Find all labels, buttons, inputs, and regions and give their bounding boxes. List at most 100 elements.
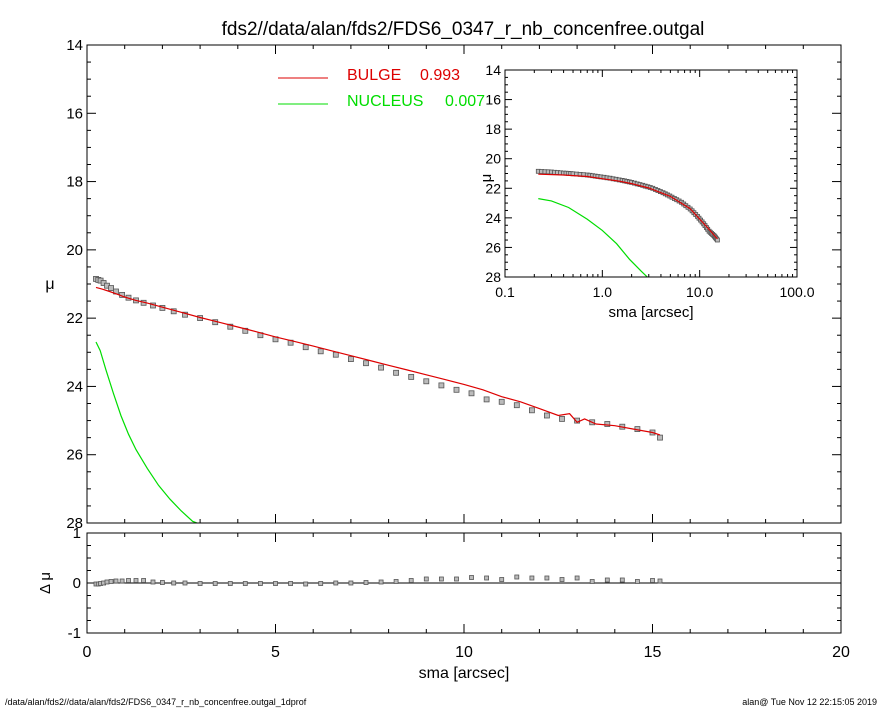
y-tick-label: 20 <box>66 242 83 259</box>
resid-y-tick-label: 0 <box>73 575 81 592</box>
inset-x-axis-label: sma [arcsec] <box>608 304 693 321</box>
resid-y-tick-label: 1 <box>73 525 81 542</box>
profile-marker <box>559 415 565 422</box>
y-tick-label: 24 <box>66 378 83 395</box>
footer-user-timestamp: alan@ Tue Nov 12 22:15:05 2019 <box>742 697 877 707</box>
profile-marker <box>408 373 415 380</box>
residual-marker <box>438 576 444 582</box>
residual-marker <box>635 579 640 584</box>
profile-marker <box>513 402 520 409</box>
residual-marker <box>559 577 565 582</box>
profile-marker <box>604 421 611 427</box>
residual-marker <box>378 579 384 585</box>
resid-y-tick-label: -1 <box>68 625 81 642</box>
inset-y-tick-label: 26 <box>485 239 501 255</box>
profile-marker <box>332 351 339 358</box>
legend-bulge-label: BULGE <box>347 67 401 84</box>
residual-marker <box>318 581 324 586</box>
y-tick-label: 28 <box>66 515 83 532</box>
residual-marker <box>212 581 218 586</box>
inset-y-tick-label: 18 <box>485 121 501 137</box>
profile-marker <box>317 348 324 355</box>
profile-marker <box>438 382 445 389</box>
resid-y-axis-label: Δ μ <box>37 572 54 594</box>
main-plot-frame <box>86 44 842 524</box>
residual-marker <box>197 581 203 586</box>
inset-y-tick-label: 16 <box>485 92 501 108</box>
legend-nucleus-label: NUCLEUS <box>347 93 423 110</box>
residual-plot-frame <box>86 532 842 634</box>
residual-marker <box>133 578 139 583</box>
legend-bulge-value: 0.993 <box>420 67 460 84</box>
inset-plot-frame <box>504 69 798 278</box>
residual-marker <box>119 578 125 584</box>
residual-marker <box>393 579 399 584</box>
profile-marker <box>529 407 535 414</box>
residual-marker <box>273 581 278 586</box>
profile-marker <box>227 323 234 330</box>
residual-marker <box>171 580 177 586</box>
residual-marker <box>113 578 119 584</box>
profile-marker <box>483 396 490 403</box>
residual-marker <box>657 578 663 584</box>
inset-nucleus-line <box>538 198 648 277</box>
x-tick-label: 15 <box>644 644 662 661</box>
y-tick-label: 18 <box>66 174 83 191</box>
inset-y-tick-label: 14 <box>485 62 501 78</box>
residual-marker <box>141 578 147 583</box>
profile-marker <box>347 356 354 363</box>
profile-marker <box>657 434 663 441</box>
profile-marker <box>453 386 460 393</box>
residual-marker <box>529 575 535 581</box>
legend: BULGE 0.993 NUCLEUS 0.007 <box>278 67 485 110</box>
inset-x-tick-label: 100.0 <box>779 284 814 300</box>
residual-marker <box>454 576 459 582</box>
nucleus-line <box>95 341 198 523</box>
inset-bulge-line <box>538 173 718 240</box>
profile-marker <box>544 412 550 419</box>
residual-marker <box>484 575 490 581</box>
y-axis-label: μ <box>45 276 54 293</box>
inset-y-axis-label: μ <box>478 174 495 183</box>
residual-marker <box>182 580 188 586</box>
inset-y-tick-label: 24 <box>485 210 501 226</box>
inset-y-tick-label: 28 <box>485 269 501 285</box>
residual-marker <box>619 577 625 583</box>
inset-y-tick-label: 22 <box>485 180 501 196</box>
profile-marker <box>498 398 505 405</box>
inset-x-tick-label: 10.0 <box>686 284 713 300</box>
inset-log-profile-panel: 14 16 18 20 22 24 26 280.1 1.0 10.0 100.0 sma [arcs… <box>478 62 815 321</box>
residual-marker <box>650 578 655 583</box>
x-axis-label: sma [arcsec] <box>419 665 510 682</box>
profile-marker <box>393 369 400 376</box>
inset-x-tick-label: 1.0 <box>593 284 613 300</box>
profile-marker <box>302 344 309 351</box>
residual-marker <box>288 581 294 586</box>
footer-file-path: /data/alan/fds2//data/alan/fds2/FDS6_034… <box>5 697 307 707</box>
residual-marker <box>257 581 263 586</box>
residual-marker <box>150 579 156 585</box>
residual-marker <box>363 580 369 585</box>
residual-marker <box>574 575 580 581</box>
residual-marker <box>423 576 429 582</box>
residual-marker <box>303 581 309 587</box>
residual-marker <box>104 579 110 585</box>
x-tick-label: 10 <box>455 644 473 661</box>
profile-marker <box>363 360 369 367</box>
residual-marker <box>408 578 414 583</box>
main-profile-panel: 14 16 18 20 22 24 26 28 μ <box>45 37 842 532</box>
residual-marker <box>108 579 114 584</box>
residual-marker <box>499 577 505 582</box>
chart-title: fds2//data/alan/fds2/FDS6_0347_r_nb_conc… <box>222 19 705 40</box>
residual-marker <box>469 575 474 580</box>
residual-marker <box>514 574 520 580</box>
profile-marker <box>108 285 114 292</box>
x-tick-label: 20 <box>832 644 850 661</box>
residual-marker <box>227 581 233 586</box>
profile-marker <box>468 390 475 397</box>
bulge-line <box>95 286 661 436</box>
profile-marker <box>378 364 385 371</box>
profile-marker <box>423 378 430 385</box>
y-tick-label: 22 <box>66 310 83 327</box>
